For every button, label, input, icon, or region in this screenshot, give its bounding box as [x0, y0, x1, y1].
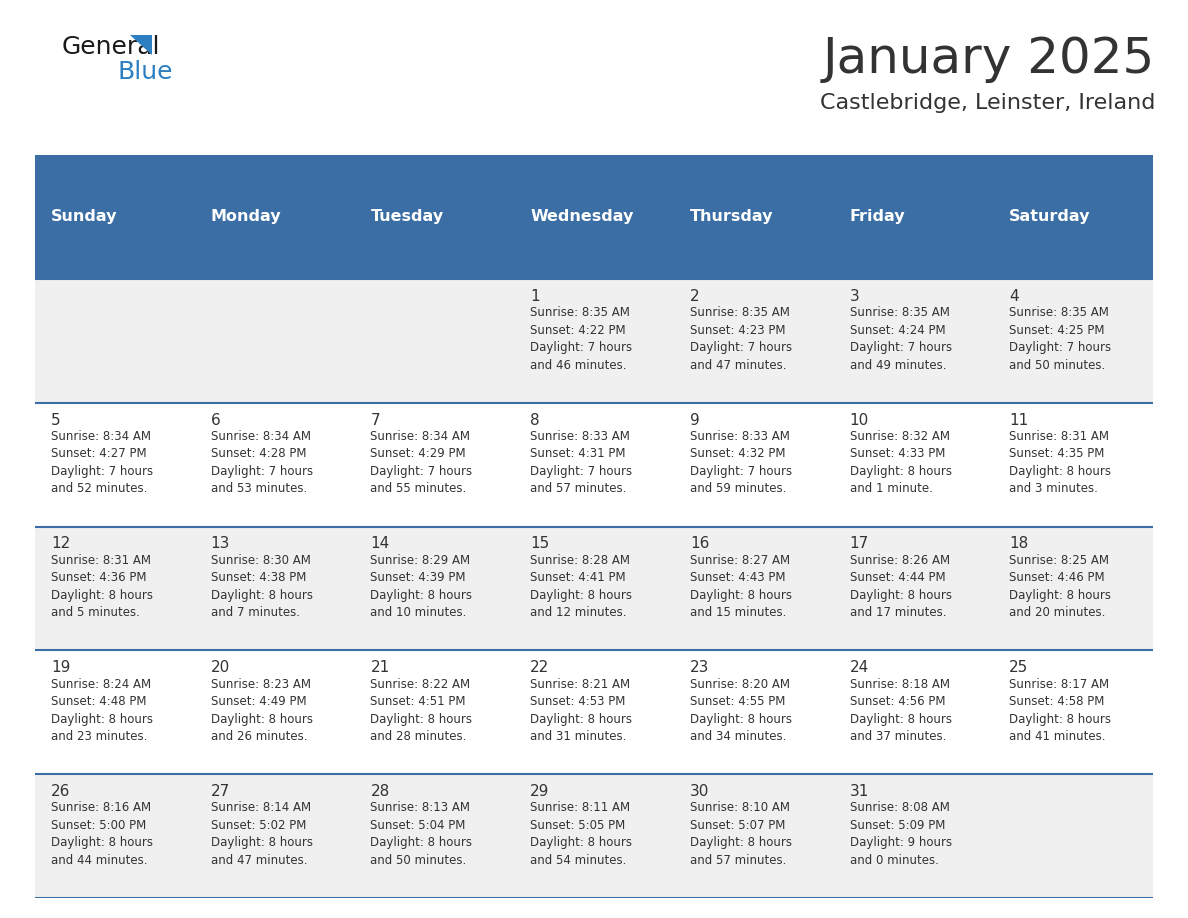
Text: 29: 29 [530, 784, 550, 799]
Text: 11: 11 [1010, 412, 1029, 428]
Text: Sunrise: 8:35 AM
Sunset: 4:25 PM
Daylight: 7 hours
and 50 minutes.: Sunrise: 8:35 AM Sunset: 4:25 PM Dayligh… [1010, 306, 1112, 372]
Text: Sunrise: 8:10 AM
Sunset: 5:07 PM
Daylight: 8 hours
and 57 minutes.: Sunrise: 8:10 AM Sunset: 5:07 PM Dayligh… [690, 801, 792, 867]
Text: 24: 24 [849, 660, 868, 676]
Text: 13: 13 [210, 536, 230, 552]
Text: 1: 1 [530, 289, 539, 304]
Text: Sunrise: 8:08 AM
Sunset: 5:09 PM
Daylight: 9 hours
and 0 minutes.: Sunrise: 8:08 AM Sunset: 5:09 PM Dayligh… [849, 801, 952, 867]
Text: 3: 3 [849, 289, 859, 304]
Text: 27: 27 [210, 784, 230, 799]
Bar [34, 403, 1154, 527]
Text: 14: 14 [371, 536, 390, 552]
Text: Sunrise: 8:35 AM
Sunset: 4:22 PM
Daylight: 7 hours
and 46 minutes.: Sunrise: 8:35 AM Sunset: 4:22 PM Dayligh… [530, 306, 632, 372]
Text: 6: 6 [210, 412, 221, 428]
Text: Sunrise: 8:30 AM
Sunset: 4:38 PM
Daylight: 8 hours
and 7 minutes.: Sunrise: 8:30 AM Sunset: 4:38 PM Dayligh… [210, 554, 312, 620]
Text: General: General [62, 35, 160, 59]
Text: 17: 17 [849, 536, 868, 552]
Text: 31: 31 [849, 784, 868, 799]
Text: Sunrise: 8:13 AM
Sunset: 5:04 PM
Daylight: 8 hours
and 50 minutes.: Sunrise: 8:13 AM Sunset: 5:04 PM Dayligh… [371, 801, 473, 867]
Text: Sunrise: 8:26 AM
Sunset: 4:44 PM
Daylight: 8 hours
and 17 minutes.: Sunrise: 8:26 AM Sunset: 4:44 PM Dayligh… [849, 554, 952, 620]
Text: 19: 19 [51, 660, 70, 676]
Text: 16: 16 [690, 536, 709, 552]
Text: Sunrise: 8:32 AM
Sunset: 4:33 PM
Daylight: 8 hours
and 1 minute.: Sunrise: 8:32 AM Sunset: 4:33 PM Dayligh… [849, 430, 952, 496]
Bar [34, 650, 1154, 774]
Text: 10: 10 [849, 412, 868, 428]
Text: Tuesday: Tuesday [371, 209, 443, 224]
Text: Sunrise: 8:16 AM
Sunset: 5:00 PM
Daylight: 8 hours
and 44 minutes.: Sunrise: 8:16 AM Sunset: 5:00 PM Dayligh… [51, 801, 153, 867]
Text: Sunrise: 8:35 AM
Sunset: 4:23 PM
Daylight: 7 hours
and 47 minutes.: Sunrise: 8:35 AM Sunset: 4:23 PM Dayligh… [690, 306, 792, 372]
Text: Sunrise: 8:17 AM
Sunset: 4:58 PM
Daylight: 8 hours
and 41 minutes.: Sunrise: 8:17 AM Sunset: 4:58 PM Dayligh… [1010, 677, 1111, 743]
Text: Sunrise: 8:20 AM
Sunset: 4:55 PM
Daylight: 8 hours
and 34 minutes.: Sunrise: 8:20 AM Sunset: 4:55 PM Dayligh… [690, 677, 792, 743]
Text: 15: 15 [530, 536, 549, 552]
Text: 20: 20 [210, 660, 230, 676]
Text: 25: 25 [1010, 660, 1029, 676]
Text: Friday: Friday [849, 209, 905, 224]
Text: Sunrise: 8:35 AM
Sunset: 4:24 PM
Daylight: 7 hours
and 49 minutes.: Sunrise: 8:35 AM Sunset: 4:24 PM Dayligh… [849, 306, 952, 372]
Text: Monday: Monday [210, 209, 282, 224]
Text: 9: 9 [690, 412, 700, 428]
Text: Sunday: Sunday [51, 209, 118, 224]
Text: 26: 26 [51, 784, 70, 799]
Text: 21: 21 [371, 660, 390, 676]
Text: 8: 8 [530, 412, 539, 428]
Text: Sunrise: 8:31 AM
Sunset: 4:35 PM
Daylight: 8 hours
and 3 minutes.: Sunrise: 8:31 AM Sunset: 4:35 PM Dayligh… [1010, 430, 1111, 496]
Text: 5: 5 [51, 412, 61, 428]
Text: Sunrise: 8:29 AM
Sunset: 4:39 PM
Daylight: 8 hours
and 10 minutes.: Sunrise: 8:29 AM Sunset: 4:39 PM Dayligh… [371, 554, 473, 620]
Bar [34, 527, 1154, 650]
Text: Sunrise: 8:21 AM
Sunset: 4:53 PM
Daylight: 8 hours
and 31 minutes.: Sunrise: 8:21 AM Sunset: 4:53 PM Dayligh… [530, 677, 632, 743]
Text: Sunrise: 8:33 AM
Sunset: 4:31 PM
Daylight: 7 hours
and 57 minutes.: Sunrise: 8:33 AM Sunset: 4:31 PM Dayligh… [530, 430, 632, 496]
Text: 7: 7 [371, 412, 380, 428]
Text: 12: 12 [51, 536, 70, 552]
Text: Sunrise: 8:11 AM
Sunset: 5:05 PM
Daylight: 8 hours
and 54 minutes.: Sunrise: 8:11 AM Sunset: 5:05 PM Dayligh… [530, 801, 632, 867]
Text: Sunrise: 8:33 AM
Sunset: 4:32 PM
Daylight: 7 hours
and 59 minutes.: Sunrise: 8:33 AM Sunset: 4:32 PM Dayligh… [690, 430, 792, 496]
Text: Sunrise: 8:25 AM
Sunset: 4:46 PM
Daylight: 8 hours
and 20 minutes.: Sunrise: 8:25 AM Sunset: 4:46 PM Dayligh… [1010, 554, 1111, 620]
Text: Sunrise: 8:22 AM
Sunset: 4:51 PM
Daylight: 8 hours
and 28 minutes.: Sunrise: 8:22 AM Sunset: 4:51 PM Dayligh… [371, 677, 473, 743]
Text: Thursday: Thursday [690, 209, 773, 224]
Bar [34, 155, 1154, 279]
Text: Sunrise: 8:23 AM
Sunset: 4:49 PM
Daylight: 8 hours
and 26 minutes.: Sunrise: 8:23 AM Sunset: 4:49 PM Dayligh… [210, 677, 312, 743]
Text: Sunrise: 8:14 AM
Sunset: 5:02 PM
Daylight: 8 hours
and 47 minutes.: Sunrise: 8:14 AM Sunset: 5:02 PM Dayligh… [210, 801, 312, 867]
Bar [34, 774, 1154, 898]
Text: 2: 2 [690, 289, 700, 304]
Text: Sunrise: 8:27 AM
Sunset: 4:43 PM
Daylight: 8 hours
and 15 minutes.: Sunrise: 8:27 AM Sunset: 4:43 PM Dayligh… [690, 554, 792, 620]
Text: 18: 18 [1010, 536, 1029, 552]
Text: 28: 28 [371, 784, 390, 799]
Text: Sunrise: 8:34 AM
Sunset: 4:27 PM
Daylight: 7 hours
and 52 minutes.: Sunrise: 8:34 AM Sunset: 4:27 PM Dayligh… [51, 430, 153, 496]
Text: Sunrise: 8:34 AM
Sunset: 4:28 PM
Daylight: 7 hours
and 53 minutes.: Sunrise: 8:34 AM Sunset: 4:28 PM Dayligh… [210, 430, 312, 496]
Text: Sunrise: 8:31 AM
Sunset: 4:36 PM
Daylight: 8 hours
and 5 minutes.: Sunrise: 8:31 AM Sunset: 4:36 PM Dayligh… [51, 554, 153, 620]
Polygon shape [129, 35, 152, 55]
Text: Sunrise: 8:28 AM
Sunset: 4:41 PM
Daylight: 8 hours
and 12 minutes.: Sunrise: 8:28 AM Sunset: 4:41 PM Dayligh… [530, 554, 632, 620]
Text: January 2025: January 2025 [823, 35, 1155, 83]
Text: Sunrise: 8:18 AM
Sunset: 4:56 PM
Daylight: 8 hours
and 37 minutes.: Sunrise: 8:18 AM Sunset: 4:56 PM Dayligh… [849, 677, 952, 743]
Text: Blue: Blue [118, 60, 173, 84]
Text: 22: 22 [530, 660, 549, 676]
Text: Sunrise: 8:34 AM
Sunset: 4:29 PM
Daylight: 7 hours
and 55 minutes.: Sunrise: 8:34 AM Sunset: 4:29 PM Dayligh… [371, 430, 473, 496]
Text: Castlebridge, Leinster, Ireland: Castlebridge, Leinster, Ireland [820, 93, 1155, 113]
Text: Sunrise: 8:24 AM
Sunset: 4:48 PM
Daylight: 8 hours
and 23 minutes.: Sunrise: 8:24 AM Sunset: 4:48 PM Dayligh… [51, 677, 153, 743]
Text: Wednesday: Wednesday [530, 209, 633, 224]
Text: 4: 4 [1010, 289, 1019, 304]
Text: 30: 30 [690, 784, 709, 799]
Bar [34, 279, 1154, 403]
Text: Saturday: Saturday [1010, 209, 1091, 224]
Text: 23: 23 [690, 660, 709, 676]
